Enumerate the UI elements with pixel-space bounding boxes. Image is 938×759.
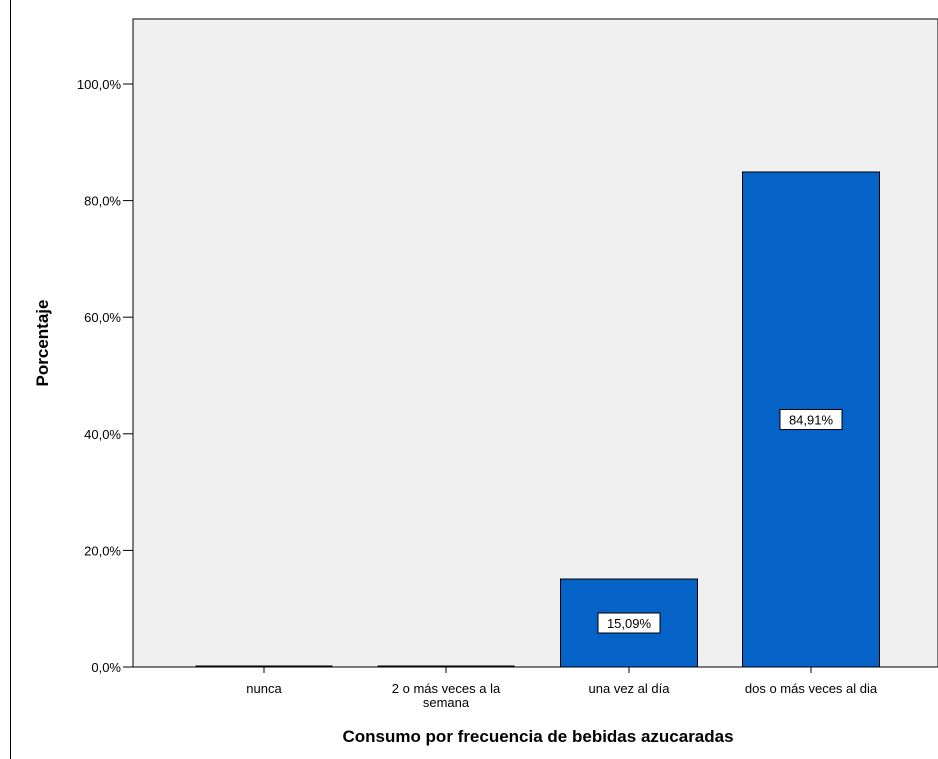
x-tick-label-line: dos o más veces al dia <box>745 681 878 696</box>
y-tick-label: 40,0% <box>84 427 121 442</box>
y-tick-label: 20,0% <box>84 543 121 558</box>
y-tick-label: 80,0% <box>84 194 121 209</box>
x-axis-title: Consumo por frecuencia de bebidas azucar… <box>342 727 733 746</box>
x-tick-label: una vez al día <box>589 681 671 696</box>
x-tick-label: dos o más veces al dia <box>745 681 878 696</box>
x-tick-label-line: nunca <box>246 681 282 696</box>
y-tick-label: 100,0% <box>77 77 122 92</box>
x-tick-label-line: semana <box>423 695 470 710</box>
y-tick-label: 60,0% <box>84 310 121 325</box>
x-axis: nunca 2 o más veces a la semana una vez al … <box>10 0 938 759</box>
y-tick-label: 0,0% <box>91 660 121 675</box>
data-label-box <box>597 612 661 634</box>
y-axis: 0,0% 20,0% 40,0% 60,0% 80,0% 100,0% <box>77 19 134 675</box>
x-tick-label: 2 o más veces a la semana <box>392 681 501 710</box>
data-label: 84,91% <box>789 412 834 427</box>
data-label-box <box>779 408 843 430</box>
x-tick-label: nunca <box>246 681 282 696</box>
bars-group: 15,09% 84,91% <box>195 171 880 668</box>
x-tick-label-line: una vez al día <box>589 681 671 696</box>
x-tick-label-line: 2 o más veces a la <box>392 681 501 696</box>
y-axis-title: Porcentaje <box>33 300 52 387</box>
data-label: 15,09% <box>607 616 652 631</box>
